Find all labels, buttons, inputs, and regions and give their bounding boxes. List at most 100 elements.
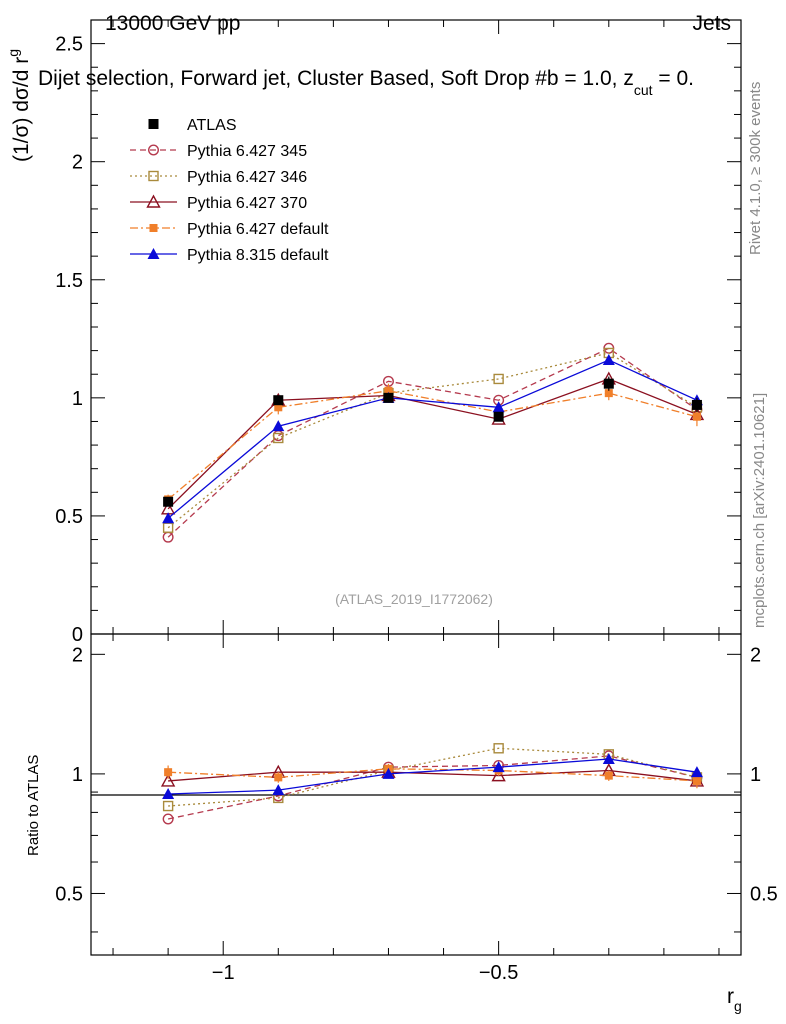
- series-line: [168, 747, 698, 807]
- legend: ATLAS Pythia 6.427 345 Pythia 6.427 346 Pyt…: [130, 117, 329, 264]
- title-tail: = 0.: [653, 67, 694, 90]
- data-point: [604, 389, 613, 398]
- data-point: [274, 773, 283, 782]
- main-y-tick-label: 2.5: [55, 34, 83, 56]
- title-main: Dijet selection, Forward jet, Cluster Ba…: [38, 67, 634, 90]
- series-line: [168, 769, 698, 782]
- x-axis-title-sub: g: [734, 998, 742, 1014]
- legend-label: Pythia 6.427 346: [187, 169, 307, 186]
- data-point: [603, 378, 614, 389]
- x-axis-title: rg: [727, 985, 742, 1014]
- x-axis-title-text: r: [727, 985, 734, 1008]
- data-point: [274, 403, 283, 412]
- data-point: [272, 420, 285, 432]
- data-point: [690, 766, 703, 778]
- series-atlas: [163, 376, 702, 507]
- legend-marker: [149, 224, 158, 232]
- title-sub: cut: [634, 82, 653, 98]
- data-point: [164, 768, 173, 777]
- ratio-y-tick-label: 0.5: [55, 883, 83, 905]
- data-point: [493, 411, 504, 422]
- series-line: [167, 378, 698, 510]
- data-point: [273, 432, 284, 444]
- legend-label: ATLAS: [187, 117, 237, 134]
- data-point: [383, 392, 394, 403]
- data-point: [162, 522, 174, 533]
- data-point: [493, 743, 504, 754]
- legend-label: Pythia 8.315 default: [187, 247, 329, 264]
- legend-label: Pythia 6.427 345: [187, 143, 307, 160]
- legend-marker: [148, 170, 159, 182]
- data-point: [691, 399, 702, 410]
- data-point: [160, 773, 176, 787]
- main-series-layer: [160, 342, 705, 543]
- main-y-tick-label: 1.5: [55, 270, 83, 292]
- legend-entry-pythia-8-315-default: Pythia 8.315 default: [130, 247, 329, 264]
- ratio-y-tick-label: 2: [72, 644, 83, 666]
- legend-entry-pythia-6-427-346: Pythia 6.427 346: [130, 169, 307, 186]
- legend-entry-pythia-6-427-370: Pythia 6.427 370: [130, 194, 307, 212]
- data-point: [602, 354, 615, 366]
- data-point: [491, 768, 506, 782]
- ratio-y-tick-label-right: 1: [750, 764, 761, 786]
- series-line: [167, 755, 698, 820]
- main-y-tick-label: 0: [72, 624, 83, 646]
- x-tick-labels: −1 −0.5: [212, 962, 519, 984]
- series-pythia-6-427-346: [162, 347, 703, 533]
- legend-entry-pythia-6-427-345: Pythia 6.427 345: [130, 143, 307, 160]
- series-pythia-6-427-345: [162, 750, 703, 825]
- series-pythia-6-427-346: [162, 743, 703, 812]
- data-point: [602, 753, 615, 765]
- x-tick-label: −0.5: [479, 962, 518, 984]
- series-line: [168, 758, 698, 795]
- rivet-label: Rivet 4.1.0, ≥ 300k events: [747, 82, 764, 255]
- data-point: [272, 784, 285, 796]
- ratio-y-axis-title: Ratio to ATLAS: [25, 755, 42, 856]
- main-axis-ticks: [91, 19, 741, 635]
- legend-marker: [147, 248, 160, 259]
- data-point: [692, 776, 701, 785]
- data-point: [162, 787, 175, 799]
- energy-label: 13000 GeV pp: [105, 12, 240, 35]
- data-point: [162, 813, 174, 825]
- legend-entry-pythia-6-427-default: Pythia 6.427 default: [130, 221, 329, 238]
- ratio-axis-ticks: [91, 634, 741, 955]
- data-point: [162, 512, 175, 524]
- legend-marker: [147, 144, 159, 156]
- legend-label: Pythia 6.427 370: [187, 195, 307, 212]
- data-point: [273, 395, 284, 406]
- series-line: [167, 347, 698, 538]
- data-point: [493, 373, 504, 385]
- series-pythia-6-427-default: [164, 763, 701, 789]
- main-y-axis-title-text: (1/σ) dσ/d r: [10, 57, 33, 162]
- main-y-tick-label: 0.5: [55, 506, 83, 528]
- series-line: [167, 359, 698, 519]
- data-point: [384, 386, 393, 395]
- ratio-y-tick-label: 1: [72, 764, 83, 786]
- data-point: [162, 800, 174, 812]
- main-panel-frame: [90, 19, 742, 635]
- legend-label: Pythia 6.427 default: [187, 221, 329, 238]
- analysis-label: (ATLAS_2019_I1772062): [335, 591, 493, 607]
- data-point: [604, 771, 613, 780]
- mcplots-label: mcplots.cern.ch [arXiv:2401.10621]: [751, 393, 768, 628]
- ratio-y-tick-label-right: 0.5: [750, 883, 778, 905]
- data-point: [492, 761, 505, 773]
- series-line: [168, 768, 697, 782]
- ratio-y-tick-label-right: 2: [750, 644, 761, 666]
- series-pythia-6-427-370: [160, 371, 705, 515]
- data-point: [163, 496, 174, 507]
- plot-title: Dijet selection, Forward jet, Cluster Ba…: [38, 67, 694, 98]
- legend-marker: [148, 119, 159, 129]
- legend-entry-atlas: ATLAS: [148, 117, 237, 134]
- x-tick-label: −1: [212, 962, 235, 984]
- process-label: Jets: [692, 12, 731, 35]
- main-y-tick-labels: 0 0.5 1 1.5 2 2.5: [55, 34, 83, 646]
- series-line: [167, 352, 698, 529]
- main-y-axis-title-sub: g: [5, 49, 21, 57]
- main-y-tick-label: 1: [72, 388, 83, 410]
- series-pythia-8-315-default: [162, 354, 703, 524]
- data-point: [692, 412, 701, 421]
- series-pythia-6-427-345: [162, 342, 703, 543]
